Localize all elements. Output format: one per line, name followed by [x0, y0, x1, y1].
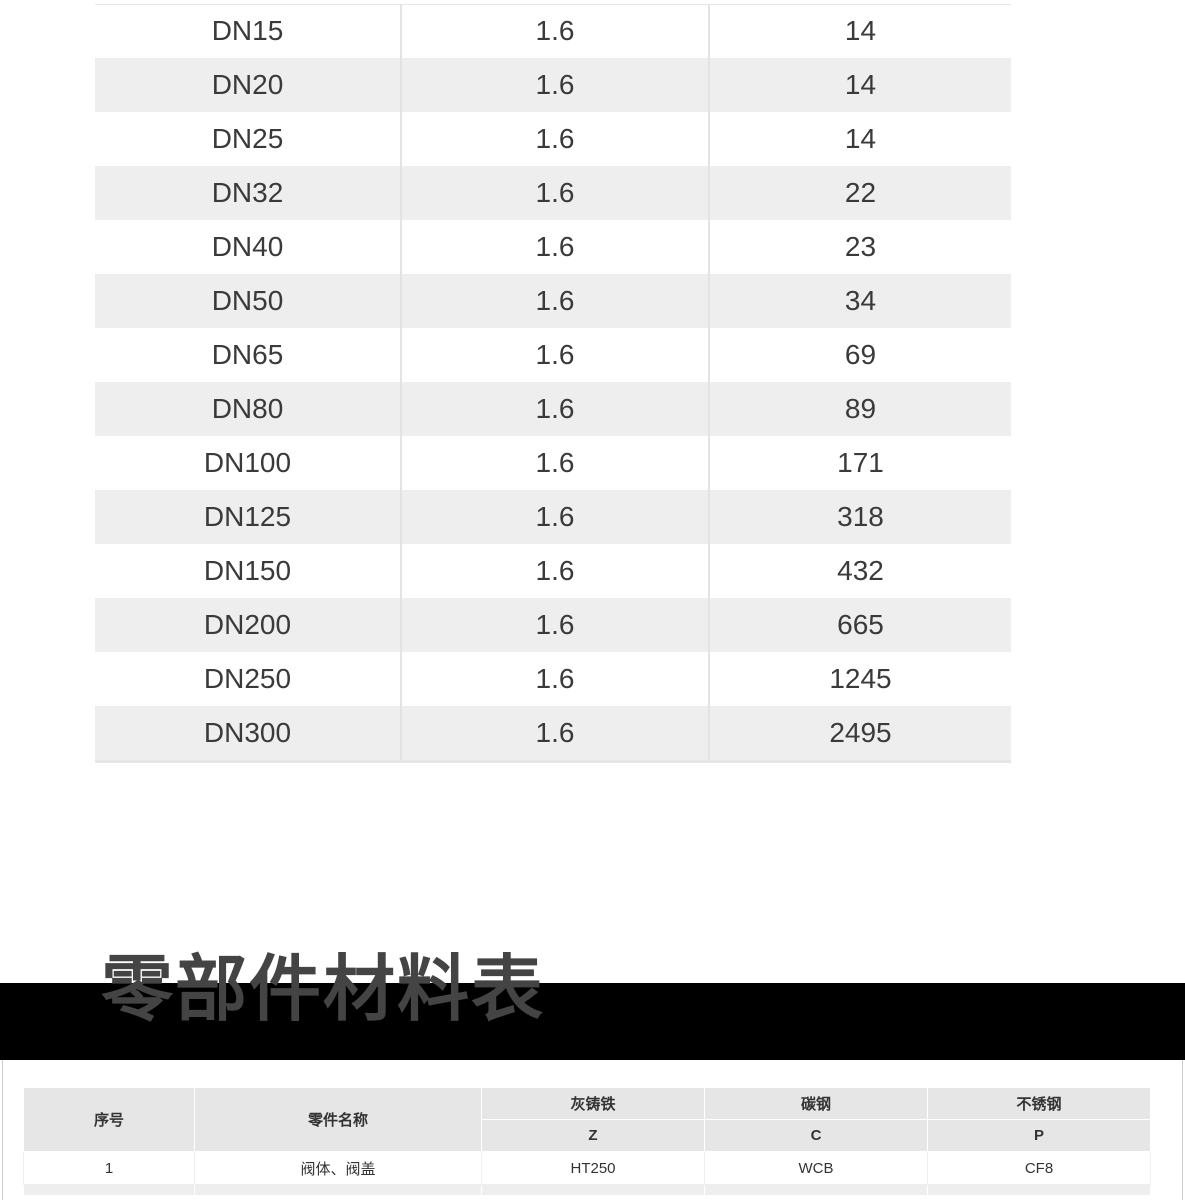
- cell: 1.6: [400, 4, 709, 58]
- cell: 171: [708, 436, 1011, 490]
- table-row: DN32 1.6 22: [95, 166, 1011, 220]
- material-table: 序号 零件名称 灰铸铁 碳钢 不锈钢 Z C P 1 阀体、阀盖 HT250 W…: [23, 1087, 1151, 1196]
- header-carbon-steel: 碳钢: [704, 1087, 928, 1120]
- cell: DN300: [95, 706, 401, 763]
- cell: DN32: [95, 166, 401, 220]
- cell: 1.6: [400, 166, 709, 220]
- cell: 1.6: [400, 652, 709, 706]
- header-part-name: 零件名称: [194, 1087, 482, 1152]
- cell: 318: [708, 490, 1011, 544]
- table-row: DN65 1.6 69: [95, 328, 1011, 382]
- header-grey-iron: 灰铸铁: [481, 1087, 705, 1120]
- header-code-p: P: [927, 1119, 1151, 1152]
- section-title: 零部件材料表: [101, 947, 546, 1031]
- cell: DN125: [95, 490, 401, 544]
- header-stainless: 不锈钢: [927, 1087, 1151, 1120]
- black-band: [0, 983, 1185, 1060]
- cell: 1.6: [400, 544, 709, 598]
- table-row: DN300 1.6 2495: [95, 706, 1011, 763]
- table-row-partial: [23, 1184, 1151, 1196]
- cell: 69: [708, 328, 1011, 382]
- table-row: DN40 1.6 23: [95, 220, 1011, 274]
- cell: 1.6: [400, 436, 709, 490]
- cell: DN25: [211, 123, 284, 154]
- cell: 1.6: [400, 112, 709, 166]
- cell: 1.6: [400, 274, 709, 328]
- cell: 14: [708, 4, 1011, 58]
- cell: DN15: [211, 15, 284, 46]
- cell: 1.6: [400, 598, 709, 652]
- cell: DN80: [95, 382, 401, 436]
- cell: DN65: [211, 339, 284, 370]
- table-row: DN100 1.6 171: [95, 436, 1011, 490]
- cell: WCB: [704, 1151, 928, 1185]
- cell: 1.6: [400, 328, 709, 382]
- cell: HT250: [481, 1151, 705, 1185]
- cell: 34: [708, 274, 1011, 328]
- cell: 1: [23, 1151, 195, 1185]
- cell: DN100: [203, 447, 292, 478]
- table-row: DN25 1.6 14: [95, 112, 1011, 166]
- cell: 14: [708, 58, 1011, 112]
- cell: CF8: [927, 1151, 1151, 1185]
- table-row: DN15 1.6 14: [95, 4, 1011, 58]
- cell: 2495: [708, 706, 1011, 763]
- cell: 89: [708, 382, 1011, 436]
- cell: 1.6: [400, 706, 709, 763]
- header-no: 序号: [23, 1087, 195, 1152]
- cell: 14: [708, 112, 1011, 166]
- cell: 22: [708, 166, 1011, 220]
- cell: DN40: [211, 231, 284, 262]
- header-code-c: C: [704, 1119, 928, 1152]
- cell: DN250: [203, 663, 292, 694]
- cell: 1.6: [400, 220, 709, 274]
- table-row: DN20 1.6 14: [95, 58, 1011, 112]
- cell: 432: [708, 544, 1011, 598]
- cell: 1.6: [400, 382, 709, 436]
- table-row: DN125 1.6 318: [95, 490, 1011, 544]
- cell: 阀体、阀盖: [194, 1151, 482, 1185]
- table-row: DN50 1.6 34: [95, 274, 1011, 328]
- cell: 23: [708, 220, 1011, 274]
- cell: DN200: [95, 598, 401, 652]
- table-row: DN150 1.6 432: [95, 544, 1011, 598]
- header-code-z: Z: [481, 1119, 705, 1152]
- cell: 665: [708, 598, 1011, 652]
- cell: DN20: [95, 58, 401, 112]
- spec-table: DN15 1.6 14 DN20 1.6 14 DN25 1.6 14 DN32 1.6 22 DN40…: [95, 4, 1011, 763]
- cell: 1245: [708, 652, 1011, 706]
- table-row: DN80 1.6 89: [95, 382, 1011, 436]
- cell: 1.6: [400, 490, 709, 544]
- cell: 1.6: [400, 58, 709, 112]
- cell: DN150: [203, 555, 292, 586]
- table-row: 1 阀体、阀盖 HT250 WCB CF8: [23, 1151, 1151, 1185]
- table-row: DN250 1.6 1245: [95, 652, 1011, 706]
- cell: DN50: [95, 274, 401, 328]
- table-row: DN200 1.6 665: [95, 598, 1011, 652]
